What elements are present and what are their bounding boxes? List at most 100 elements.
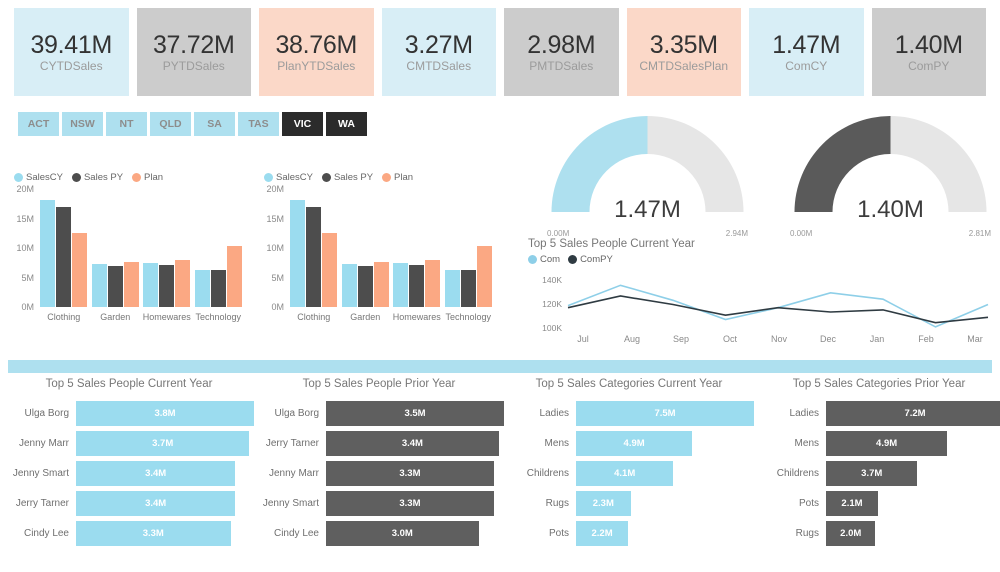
bar-row[interactable]: Jerry Tarner 3.4M (4, 488, 254, 518)
bar-fill[interactable]: 3.4M (326, 430, 499, 456)
bar-group[interactable] (341, 189, 389, 307)
bar-fill[interactable]: 2.0M (826, 520, 876, 546)
bar-fill[interactable]: 3.5M (326, 400, 504, 426)
bar-fill[interactable]: 2.1M (826, 490, 878, 516)
kpi-card-planytdsales[interactable]: 38.76M PlanYTDSales (259, 8, 374, 96)
bar[interactable] (226, 246, 242, 307)
bar-group[interactable] (393, 189, 441, 307)
bar-row[interactable]: Ulga Borg 3.5M (254, 398, 504, 428)
bar-row[interactable]: Jenny Smart 3.4M (4, 458, 254, 488)
bar[interactable] (91, 263, 107, 307)
bar[interactable] (425, 260, 441, 307)
kpi-card-cmtdsalesplan[interactable]: 3.35M CMTDSalesPlan (626, 8, 741, 96)
bar-row[interactable]: Rugs 2.0M (754, 518, 1000, 548)
bar[interactable] (476, 246, 492, 307)
bar[interactable] (290, 200, 306, 307)
bar-row[interactable]: Childrens 3.7M (754, 458, 1000, 488)
bar-row[interactable]: Childrens 4.1M (504, 458, 754, 488)
kpi-card-cytdsales[interactable]: 39.41M CYTDSales (14, 8, 129, 96)
bar[interactable] (357, 266, 373, 307)
bar-row[interactable]: Cindy Lee 3.0M (254, 518, 504, 548)
bar-row[interactable]: Ladies 7.2M (754, 398, 1000, 428)
slicer-option-vic[interactable]: VIC (282, 112, 323, 136)
kpi-card-pytdsales[interactable]: 37.72M PYTDSales (136, 8, 251, 96)
bar-fill[interactable]: 4.1M (576, 460, 674, 486)
bar[interactable] (194, 270, 210, 307)
bar-value-label: 3.3M (399, 467, 421, 479)
bar[interactable] (444, 270, 460, 307)
bar[interactable] (123, 262, 139, 307)
bar[interactable] (72, 233, 88, 307)
bar[interactable] (341, 263, 357, 307)
slicer-option-wa[interactable]: WA (326, 112, 367, 136)
bar-fill[interactable]: 7.2M (826, 400, 1000, 426)
bar-fill[interactable]: 3.4M (76, 490, 236, 516)
bar[interactable] (322, 233, 338, 307)
slicer-option-tas[interactable]: TAS (238, 112, 279, 136)
slicer-option-nt[interactable]: NT (106, 112, 147, 136)
bar-group[interactable] (444, 189, 492, 307)
bar-fill[interactable]: 4.9M (576, 430, 693, 456)
slicer-option-qld[interactable]: QLD (150, 112, 191, 136)
bar-row[interactable]: Jenny Smart 3.3M (254, 488, 504, 518)
bar[interactable] (159, 264, 175, 307)
bar-row[interactable]: Mens 4.9M (754, 428, 1000, 458)
legend-item[interactable]: SalesCY (14, 172, 63, 183)
legend-item[interactable]: Sales PY (71, 172, 123, 183)
kpi-card-pmtdsales[interactable]: 2.98M PMTDSales (504, 8, 619, 96)
bar-fill[interactable]: 3.7M (826, 460, 918, 486)
bar[interactable] (393, 263, 409, 307)
bar-fill[interactable]: 3.3M (76, 520, 231, 546)
bar-fill[interactable]: 3.3M (326, 490, 494, 516)
legend-item[interactable]: Sales PY (321, 172, 373, 183)
bar-fill[interactable]: 3.4M (76, 460, 236, 486)
kpi-card-compy[interactable]: 1.40M ComPY (871, 8, 986, 96)
bar[interactable] (40, 200, 56, 307)
bar-row[interactable]: Cindy Lee 3.3M (4, 518, 254, 548)
bar[interactable] (175, 260, 191, 307)
x-axis-label: Homewares (142, 312, 191, 322)
bar[interactable] (373, 262, 389, 307)
slicer-option-sa[interactable]: SA (194, 112, 235, 136)
bar-row[interactable]: Pots 2.1M (754, 488, 1000, 518)
bar-row[interactable]: Mens 4.9M (504, 428, 754, 458)
legend-item[interactable]: Com (528, 254, 560, 265)
bar-row[interactable]: Jerry Tarner 3.4M (254, 428, 504, 458)
bar-fill[interactable]: 2.3M (576, 490, 631, 516)
bar[interactable] (143, 263, 159, 307)
bar-group[interactable] (91, 189, 139, 307)
bar[interactable] (306, 206, 322, 307)
bar-fill[interactable]: 3.3M (326, 460, 494, 486)
bar-row[interactable]: Jenny Marr 3.3M (254, 458, 504, 488)
legend-item[interactable]: Plan (132, 172, 163, 183)
slicer-option-nsw[interactable]: NSW (62, 112, 103, 136)
kpi-card-cmtdsales[interactable]: 3.27M CMTDSales (381, 8, 496, 96)
legend-item[interactable]: ComPY (568, 254, 613, 265)
bar-group[interactable] (194, 189, 242, 307)
legend-item[interactable]: SalesCY (264, 172, 313, 183)
bar-fill[interactable]: 3.0M (326, 520, 479, 546)
bar[interactable] (107, 266, 123, 307)
bar-row[interactable]: Ulga Borg 3.8M (4, 398, 254, 428)
bar-row[interactable]: Jenny Marr 3.7M (4, 428, 254, 458)
bar-row[interactable]: Ladies 7.5M (504, 398, 754, 428)
bar-row[interactable]: Pots 2.2M (504, 518, 754, 548)
bar-fill[interactable]: 4.9M (826, 430, 948, 456)
bar[interactable] (460, 270, 476, 307)
bar-fill[interactable]: 3.8M (76, 400, 254, 426)
bar-group[interactable] (40, 189, 88, 307)
state-slicer[interactable]: ACT NSW NT QLD SA TAS VIC WA (18, 112, 367, 136)
kpi-card-comcy[interactable]: 1.47M ComCY (749, 8, 864, 96)
bar-fill[interactable]: 7.5M (576, 400, 754, 426)
bar-fill[interactable]: 3.7M (76, 430, 250, 456)
slicer-option-act[interactable]: ACT (18, 112, 59, 136)
bar-fill[interactable]: 2.2M (576, 520, 629, 546)
bar-row[interactable]: Rugs 2.3M (504, 488, 754, 518)
bar-group[interactable] (143, 189, 191, 307)
bar-group[interactable] (290, 189, 338, 307)
bar-track: 3.3M (326, 460, 504, 486)
legend-item[interactable]: Plan (382, 172, 413, 183)
bar[interactable] (210, 270, 226, 307)
bar[interactable] (409, 264, 425, 307)
bar[interactable] (56, 206, 72, 307)
